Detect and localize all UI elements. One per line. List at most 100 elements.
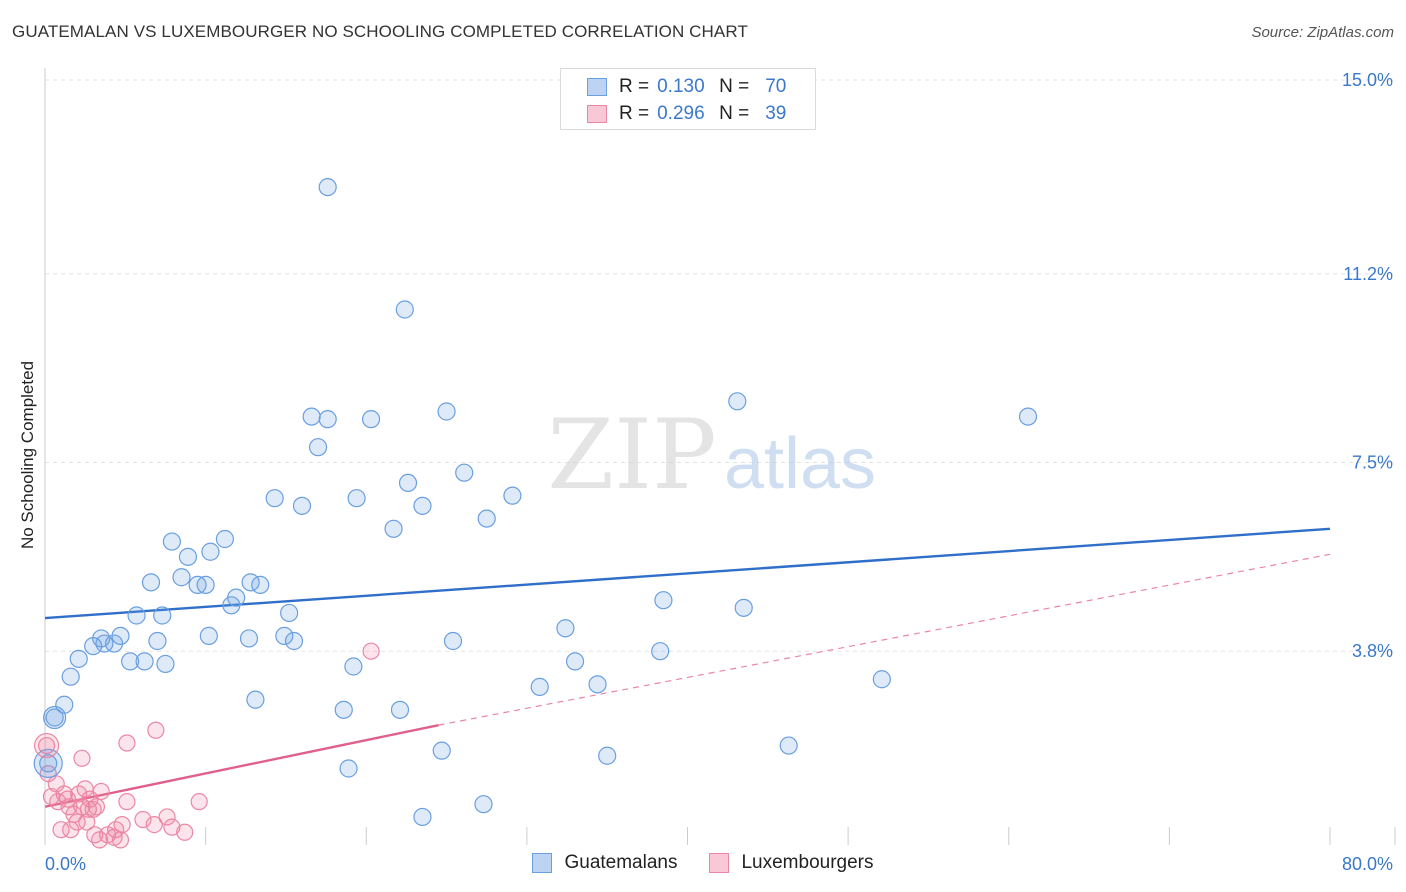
luxembourger-point — [86, 826, 104, 844]
chart-title: GUATEMALAN VS LUXEMBOURGER NO SCHOOLING … — [12, 22, 748, 41]
guatemalan-point — [156, 654, 175, 674]
guatemalan-point — [318, 178, 337, 197]
correlation-legend: R = 0.130 N = 70 R = 0.296 N = 39 — [560, 68, 816, 130]
legend-r-value: 0.130 — [657, 76, 705, 97]
guatemalan-point — [728, 392, 747, 411]
guatemalan-point — [39, 754, 58, 773]
guatemalan-point — [565, 652, 585, 671]
legend-r-label: R = — [619, 76, 650, 97]
guatemalan-point — [384, 519, 403, 538]
guatemalan-point — [347, 489, 366, 508]
series-swatch-blue — [532, 853, 553, 873]
guatemalan-point — [153, 606, 172, 625]
guatemalan-point — [196, 575, 215, 595]
legend-swatch-pink — [587, 105, 607, 123]
luxembourger-point — [176, 823, 194, 841]
guatemalan-trend-line — [44, 527, 1331, 620]
grid-lines — [45, 79, 1395, 652]
guatemalan-point — [556, 619, 575, 638]
guatemalan-point — [398, 473, 418, 492]
luxembourger-point — [70, 785, 88, 803]
guatemalan-point — [95, 634, 114, 653]
x-tick-label: 80.0% — [1342, 854, 1393, 874]
guatemalan-point — [284, 631, 304, 651]
watermark-atlas: atlas — [724, 424, 876, 504]
luxembourger-point — [78, 813, 96, 831]
source-credit: Source: ZipAtlas.com — [1251, 24, 1394, 41]
guatemalan-point — [141, 573, 161, 592]
guatemalan-point — [872, 670, 891, 689]
legend-row-luxembourgers: R = 0.296 N = 39 — [587, 102, 786, 126]
guatemalan-point — [334, 700, 353, 719]
luxembourger-point — [73, 749, 91, 767]
guatemalan-point — [477, 509, 496, 528]
guatemalan-point — [455, 463, 474, 482]
luxembourger-point — [34, 732, 60, 759]
luxembourger-point — [49, 793, 67, 811]
guatemalan-point — [588, 675, 607, 694]
legend-n-value: 39 — [765, 103, 787, 124]
guatemalan-point — [390, 700, 410, 719]
guatemalan-point — [61, 667, 80, 686]
guatemalan-point — [339, 759, 358, 778]
legend-swatch-blue — [587, 78, 607, 96]
luxembourger-point — [145, 815, 163, 834]
guatemalan-point — [443, 631, 463, 651]
guatemalan-point — [437, 402, 456, 421]
legend-r-label: R = — [619, 103, 650, 124]
guatemalan-point — [734, 598, 753, 617]
luxembourger-point — [362, 642, 380, 660]
data-points — [33, 178, 1038, 849]
luxembourger-trend-line — [44, 723, 439, 808]
x-tick-label: 0.0% — [45, 854, 86, 874]
luxembourger-trend-extension — [438, 553, 1331, 726]
guatemalan-point — [178, 547, 198, 566]
y-tick-label: 3.8% — [1352, 641, 1393, 661]
guatemalan-point — [104, 634, 124, 653]
trend-lines — [44, 527, 1331, 808]
guatemalan-point — [69, 649, 88, 668]
guatemalan-point — [413, 807, 432, 827]
guatemalan-point — [361, 410, 381, 429]
legend-n-label: N = — [719, 103, 750, 124]
legend-row-guatemalans: R = 0.130 N = 70 — [587, 75, 786, 99]
guatemalan-point — [308, 438, 328, 457]
legend-n-label: N = — [719, 76, 750, 97]
guatemalan-point — [43, 705, 67, 730]
guatemalan-point — [246, 690, 265, 709]
luxembourger-point — [118, 734, 136, 752]
guatemalan-point — [201, 542, 220, 561]
axes — [44, 68, 1396, 845]
guatemalan-point — [199, 626, 218, 646]
series-legend-luxembourgers[interactable]: Luxembourgers — [709, 852, 874, 874]
luxembourger-point — [118, 793, 136, 811]
guatemalan-point — [503, 486, 522, 505]
luxembourger-point — [91, 831, 109, 849]
guatemalan-point — [239, 629, 259, 648]
guatemalan-point — [45, 708, 64, 727]
guatemalan-point — [395, 300, 414, 319]
guatemalan-point — [265, 489, 284, 508]
luxembourger-point — [147, 721, 165, 739]
guatemalan-point — [344, 657, 363, 676]
guatemalan-point — [302, 407, 321, 426]
guatemalan-point — [654, 591, 673, 610]
guatemalan-point — [275, 626, 294, 646]
guatemalan-point — [530, 677, 549, 697]
y-tick-label: 11.2% — [1343, 264, 1393, 284]
guatemalan-point — [779, 736, 798, 755]
luxembourger-point — [111, 831, 130, 849]
guatemalan-point — [1018, 407, 1038, 426]
legend-n-value: 70 — [765, 76, 787, 97]
luxembourger-point — [163, 818, 181, 836]
series-legend-guatemalans[interactable]: Guatemalans — [532, 852, 677, 874]
guatemalan-point — [651, 642, 670, 661]
guatemalan-point — [413, 496, 432, 515]
y-tick-label: 15.0% — [1342, 70, 1393, 90]
luxembourger-point — [134, 810, 152, 829]
guatemalan-point — [127, 606, 146, 625]
series-name: Luxembourgers — [741, 852, 874, 873]
luxembourger-point — [52, 821, 70, 839]
guatemalan-point — [148, 631, 167, 651]
